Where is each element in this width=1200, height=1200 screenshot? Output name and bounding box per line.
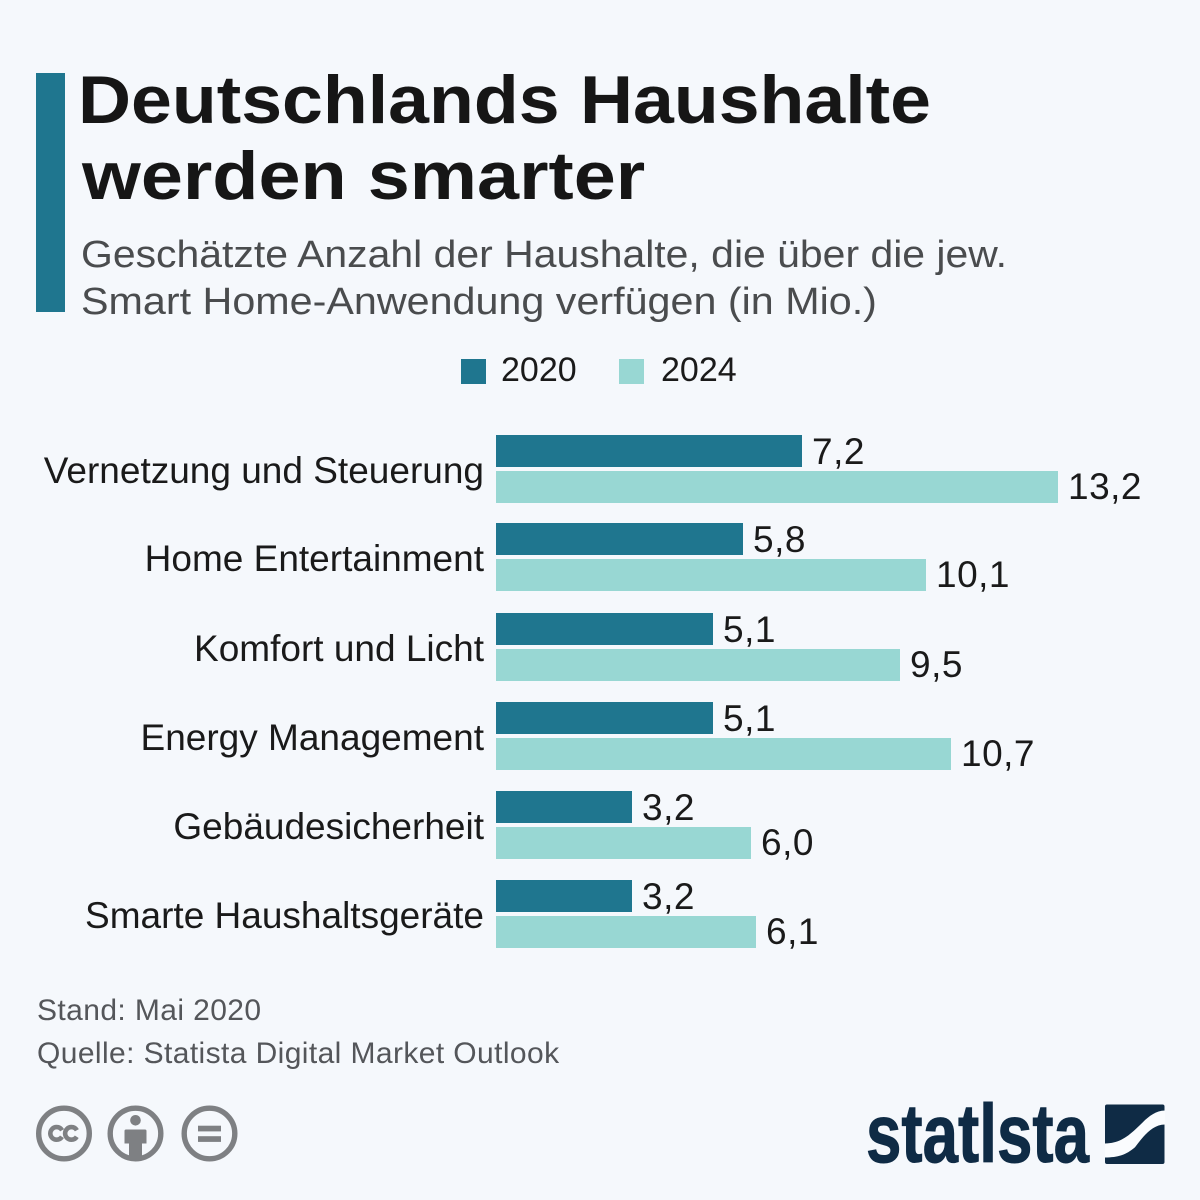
svg-text:statlsta: statlsta bbox=[866, 1095, 1090, 1170]
